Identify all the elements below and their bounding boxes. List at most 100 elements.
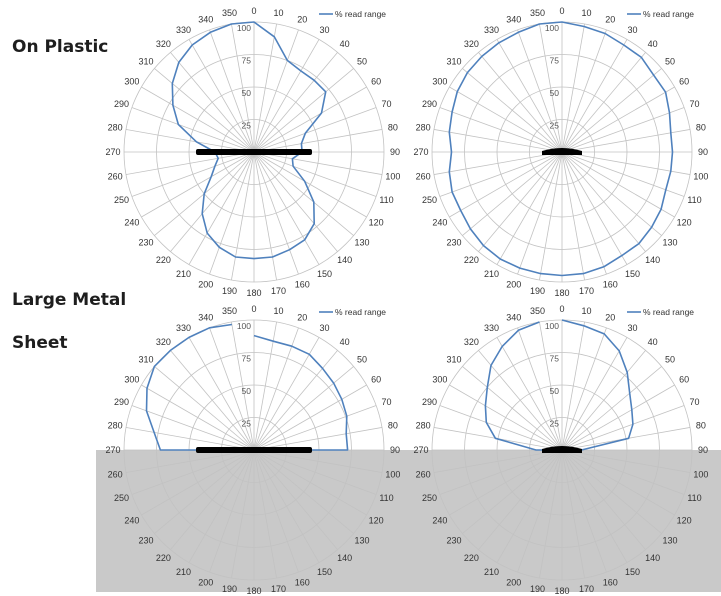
angle-tick-label: 10 xyxy=(273,8,283,18)
angle-tick-label: 320 xyxy=(156,337,171,347)
angle-tick-label: 90 xyxy=(698,445,708,455)
radial-tick-label: 25 xyxy=(242,419,252,429)
grid-spoke xyxy=(253,151,377,197)
angle-tick-label: 170 xyxy=(271,584,286,594)
angle-tick-label: 300 xyxy=(432,375,447,385)
angle-tick-label: 140 xyxy=(337,255,352,265)
angle-tick-label: 230 xyxy=(138,238,153,248)
grid-spoke xyxy=(433,151,563,175)
angle-tick-label: 350 xyxy=(530,306,545,316)
grid-spoke xyxy=(439,449,563,495)
row-label-large-metal: Large Metal xyxy=(12,290,127,310)
grid-spoke xyxy=(131,151,255,197)
grid-spoke xyxy=(433,449,563,473)
grid-spoke xyxy=(561,68,662,153)
angle-tick-label: 40 xyxy=(340,337,350,347)
grid-spoke xyxy=(231,23,255,153)
angle-tick-label: 280 xyxy=(416,421,431,431)
angle-tick-label: 40 xyxy=(648,39,658,49)
grid-spoke xyxy=(462,449,563,534)
angle-tick-label: 330 xyxy=(176,323,191,333)
angle-tick-label: 200 xyxy=(198,279,213,289)
angle-tick-label: 150 xyxy=(317,567,332,577)
angle-tick-label: 150 xyxy=(317,269,332,279)
grid-spoke xyxy=(253,449,338,550)
grid-spoke xyxy=(253,449,367,516)
grid-spoke xyxy=(154,68,255,153)
angle-tick-label: 150 xyxy=(625,567,640,577)
angle-tick-label: 210 xyxy=(484,567,499,577)
angle-tick-label: 20 xyxy=(605,313,615,323)
grid-spoke xyxy=(561,29,607,153)
grid-spoke xyxy=(131,405,255,451)
angle-tick-label: 180 xyxy=(554,288,569,298)
angle-tick-label: 240 xyxy=(124,218,139,228)
angle-tick-label: 130 xyxy=(662,536,677,546)
angle-tick-label: 350 xyxy=(222,306,237,316)
grid-spoke xyxy=(439,151,563,197)
angle-tick-label: 30 xyxy=(319,25,329,35)
grid-spoke xyxy=(561,86,675,153)
grid-spoke xyxy=(253,151,338,252)
grid-spoke xyxy=(561,384,675,451)
grid-spoke xyxy=(253,129,383,153)
grid-spoke xyxy=(517,449,563,573)
radial-tick-label: 75 xyxy=(242,56,252,66)
angle-tick-label: 350 xyxy=(222,8,237,18)
grid-spoke xyxy=(131,449,255,495)
grid-spoke xyxy=(561,449,585,579)
angle-tick-label: 250 xyxy=(422,493,437,503)
angle-tick-label: 80 xyxy=(696,421,706,431)
grid-spoke xyxy=(561,107,685,153)
angle-tick-label: 0 xyxy=(251,6,256,16)
radial-tick-label: 25 xyxy=(550,121,560,131)
grid-spoke xyxy=(253,68,354,153)
grid-spoke xyxy=(253,449,299,573)
grid-spoke xyxy=(561,350,646,451)
angle-tick-label: 160 xyxy=(295,577,310,587)
grid-spoke xyxy=(253,151,320,265)
angle-tick-label: 270 xyxy=(413,147,428,157)
legend-label: % read range xyxy=(335,307,386,317)
antenna-tag xyxy=(196,447,312,453)
angle-tick-label: 90 xyxy=(390,445,400,455)
angle-tick-label: 170 xyxy=(271,286,286,296)
angle-tick-label: 20 xyxy=(605,15,615,25)
angle-tick-label: 90 xyxy=(698,147,708,157)
grid-spoke xyxy=(253,151,277,281)
grid-spoke xyxy=(561,23,585,153)
angle-tick-label: 100 xyxy=(693,171,708,181)
angle-tick-label: 310 xyxy=(446,56,461,66)
angle-tick-label: 30 xyxy=(627,25,637,35)
grid-spoke xyxy=(209,29,255,153)
angle-tick-label: 290 xyxy=(114,99,129,109)
grid-spoke xyxy=(209,449,255,573)
grid-spoke xyxy=(253,151,299,275)
grid-spoke xyxy=(449,449,563,516)
angle-tick-label: 140 xyxy=(645,553,660,563)
grid-spoke xyxy=(231,321,255,451)
angle-tick-label: 300 xyxy=(124,375,139,385)
grid-spoke xyxy=(231,449,255,579)
grid-spoke xyxy=(188,337,255,451)
grid-spoke xyxy=(433,129,563,153)
grid-spoke xyxy=(561,52,646,153)
grid-spoke xyxy=(188,39,255,153)
grid-spoke xyxy=(496,449,563,563)
angle-tick-label: 120 xyxy=(677,218,692,228)
series-line xyxy=(171,21,327,260)
angle-tick-label: 250 xyxy=(422,195,437,205)
angle-tick-label: 230 xyxy=(446,238,461,248)
angle-tick-label: 320 xyxy=(464,337,479,347)
angle-tick-label: 170 xyxy=(579,584,594,594)
angle-tick-label: 160 xyxy=(603,577,618,587)
angle-tick-label: 220 xyxy=(156,553,171,563)
angle-tick-label: 10 xyxy=(581,306,591,316)
grid-spoke xyxy=(188,151,255,265)
angle-tick-label: 190 xyxy=(530,584,545,594)
angle-tick-label: 100 xyxy=(385,469,400,479)
grid-spoke xyxy=(561,449,607,573)
legend-label: % read range xyxy=(643,9,694,19)
angle-tick-label: 330 xyxy=(176,25,191,35)
